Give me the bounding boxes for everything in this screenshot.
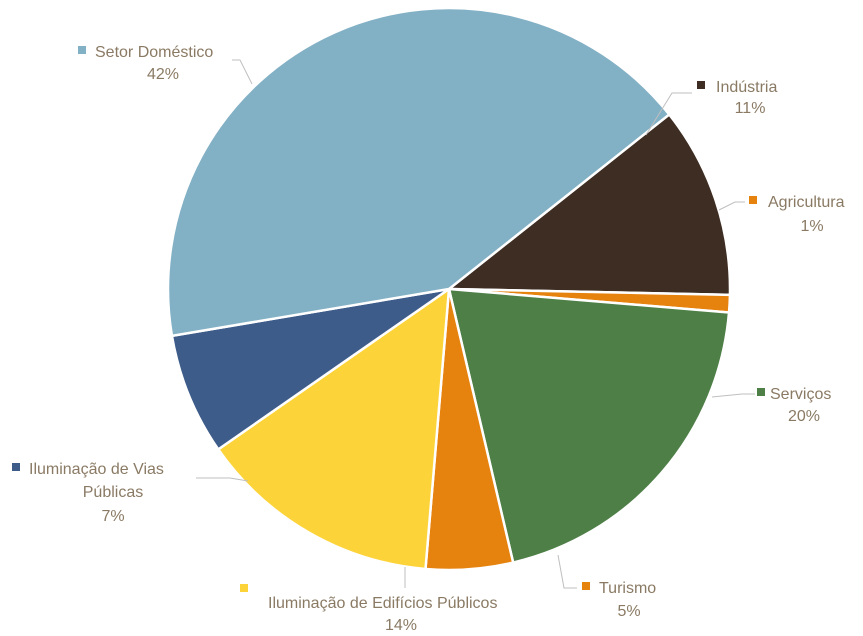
legend-key-servicos [757,388,765,396]
pie-slice-servicos [447,287,731,565]
leader-line-agricultura [718,201,745,211]
leader-line-setor-domestico [232,59,253,85]
label-name-servicos: Serviços [770,386,831,403]
legend-key-industria [697,81,705,89]
pie-slices [166,6,732,572]
leader-line-iluminacao-vias [196,477,249,482]
label-value-agricultura: 1% [800,218,823,235]
data-labels: Indústria 11% Agricultura 1% Serviços 20… [12,44,845,634]
label-value-iluminacao-vias: 7% [101,508,124,525]
leader-line-industria [645,92,692,136]
label-value-iluminacao-edificios: 14% [385,617,417,634]
label-name-iluminacao-edificios: Iluminação de Edifícios Públicos [268,595,497,612]
pie-slice-iluminacao-de-edificios-publicos [216,286,451,571]
legend-key-agricultura [749,196,757,204]
label-value-turismo: 5% [617,603,640,620]
label-name-industria: Indústria [716,79,777,96]
legend-key-setor-domestico [78,46,86,54]
legend-key-iluminacao-edificios [240,584,248,592]
label-name-agricultura: Agricultura [768,194,845,211]
label-value-setor-domestico: 42% [147,66,179,83]
leader-lines [196,59,755,589]
pie-slice-setor-domestico [166,6,671,338]
pie-slice-industria [445,112,732,297]
label-name-setor-domestico: Setor Doméstico [95,44,213,61]
leader-line-turismo [557,554,577,589]
legend-key-iluminacao-vias [12,463,20,471]
label-name-iluminacao-vias: Iluminação de Vias Públicas [29,461,164,501]
leader-line-servicos [711,393,755,398]
label-value-industria: 11% [735,100,766,117]
label-name-turismo: Turismo [599,580,656,597]
legend-key-turismo [582,582,590,590]
pie-slice-iluminacao-de-vias-publicas [170,287,450,452]
label-value-servicos: 20% [788,408,820,425]
